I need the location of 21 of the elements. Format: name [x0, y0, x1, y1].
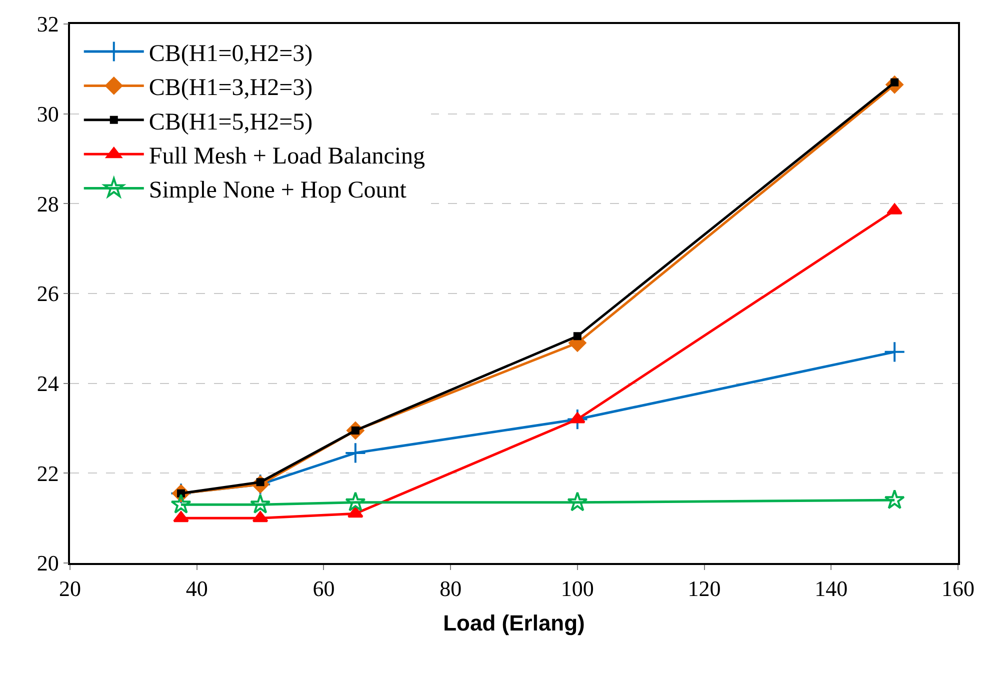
x-axis-title: Load (Erlang) [443, 610, 585, 636]
y-tick-label: 32 [36, 12, 59, 37]
legend-label: Simple None + Hop Count [148, 178, 407, 204]
x-tick-label: 60 [312, 576, 335, 602]
y-tick-label: 22 [36, 460, 59, 486]
x-tick-label: 40 [186, 576, 208, 602]
legend-label: CB(H1=3,H2=3) [148, 75, 313, 102]
legend-label: CB(H1=0,H2=3) [148, 40, 313, 67]
x-tick-label: 160 [942, 576, 974, 602]
x-tick-label: 20 [59, 576, 81, 602]
x-tick-label: 80 [440, 576, 462, 602]
y-tick-label: 20 [36, 550, 59, 576]
y-tick-label: 24 [36, 371, 59, 396]
x-tick-label: 100 [560, 576, 594, 602]
x-tick-label: 140 [814, 576, 848, 602]
y-tick-label: 26 [36, 281, 59, 306]
legend-label: Full Mesh + Load Balancing [148, 143, 426, 170]
x-tick-label: 120 [688, 576, 721, 602]
y-tick-label: 30 [36, 102, 59, 127]
legend-label: CB(H1=5,H2=5) [148, 109, 313, 136]
y-tick-label: 28 [36, 191, 59, 216]
